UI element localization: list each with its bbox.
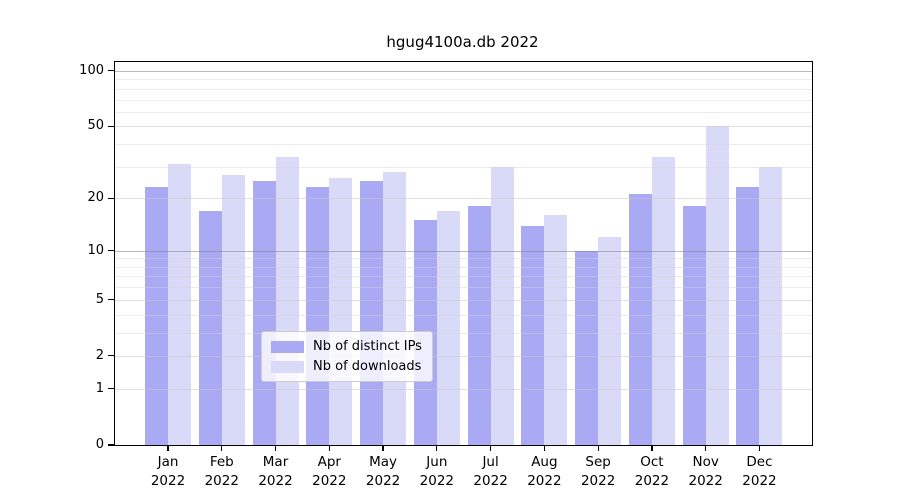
y-tick-10	[108, 250, 115, 252]
x-tick-dec	[758, 445, 761, 451]
x-label-sep: Sep 2022	[580, 454, 616, 489]
x-label-dec: Dec 2022	[742, 454, 777, 489]
bar-downloads-oct	[651, 156, 675, 445]
x-label-apr: Apr 2022	[312, 454, 347, 489]
y-tick-50	[108, 125, 115, 127]
x-label-jul: Jul 2022	[473, 454, 508, 489]
bar-distinct-ips-apr	[306, 187, 330, 445]
x-tick-oct	[651, 445, 653, 451]
bar-downloads-may	[383, 172, 407, 445]
x-tick-may	[382, 445, 384, 451]
y-label-5: 5	[95, 291, 104, 307]
y-tick-2	[108, 355, 115, 357]
legend-label-downloads: Nb of downloads	[313, 359, 422, 374]
bar-downloads-aug	[544, 215, 568, 445]
x-tick-jul	[490, 445, 492, 451]
x-tick-apr	[328, 445, 330, 451]
bar-distinct-ips-jul	[467, 206, 491, 445]
bar-distinct-ips-dec	[736, 187, 760, 445]
y-tick-1	[108, 388, 115, 390]
x-tick-jun	[436, 445, 438, 451]
legend-swatch-distinct-ips	[271, 340, 304, 353]
bar-distinct-ips-oct	[628, 194, 652, 445]
bar-downloads-jan	[168, 164, 191, 445]
y-label-20: 20	[87, 190, 104, 206]
legend-row-downloads: Nb of downloads	[271, 359, 422, 374]
bar-downloads-dec	[759, 166, 783, 445]
bar-downloads-jul	[490, 166, 514, 445]
legend-row-distinct-ips: Nb of distinct IPs	[271, 339, 422, 354]
x-label-feb: Feb 2022	[204, 454, 239, 489]
gridline-80	[115, 88, 812, 90]
bar-distinct-ips-feb	[198, 210, 222, 445]
legend-swatch-downloads	[271, 360, 304, 373]
gridline-100	[115, 70, 812, 72]
gridline-70	[115, 99, 812, 101]
x-label-nov: Nov 2022	[688, 454, 723, 489]
x-label-mar: Mar 2022	[258, 454, 293, 489]
bar-distinct-ips-aug	[521, 225, 545, 445]
legend: Nb of distinct IPs Nb of downloads	[261, 331, 433, 382]
x-tick-feb	[221, 445, 223, 451]
bar-distinct-ips-may	[360, 180, 384, 445]
x-label-oct: Oct 2022	[634, 454, 670, 489]
bar-distinct-ips-nov	[682, 206, 706, 445]
y-label-10: 10	[87, 242, 104, 258]
gridline-60	[115, 111, 812, 113]
bar-downloads-apr	[329, 177, 353, 445]
y-label-1: 1	[95, 380, 104, 396]
legend-label-distinct-ips: Nb of distinct IPs	[313, 339, 422, 354]
bar-distinct-ips-jan	[145, 187, 168, 445]
y-tick-20	[108, 197, 115, 199]
chart-title: hgug4100a.db 2022	[386, 33, 539, 51]
gridline-90	[115, 79, 812, 81]
bar-downloads-jun	[436, 210, 460, 445]
y-label-0: 0	[95, 437, 104, 452]
x-label-jan: Jan 2022	[150, 454, 186, 489]
x-label-aug: Aug 2022	[527, 454, 562, 489]
bar-downloads-nov	[705, 126, 729, 445]
bar-downloads-sep	[598, 237, 622, 445]
x-tick-sep	[597, 445, 599, 451]
x-label-may: May 2022	[365, 454, 401, 489]
y-label-2: 2	[95, 347, 104, 363]
x-tick-jan	[167, 445, 169, 451]
y-label-100: 100	[79, 62, 104, 78]
bar-downloads-feb	[221, 174, 245, 445]
x-tick-mar	[274, 445, 277, 451]
bar-distinct-ips-mar	[252, 180, 276, 445]
y-tick-0	[108, 444, 115, 446]
y-label-50: 50	[87, 118, 104, 134]
x-label-jun: Jun 2022	[419, 454, 455, 489]
y-tick-100	[108, 70, 115, 72]
x-tick-nov	[705, 445, 707, 451]
plot-area: Jan 2022 Feb 2022 Mar 2022 Apr 2022 May 2022…	[79, 61, 813, 489]
y-tick-5	[108, 299, 115, 301]
bar-distinct-ips-sep	[575, 250, 599, 445]
x-tick-aug	[543, 445, 545, 451]
bar-downloads-mar	[275, 156, 299, 445]
